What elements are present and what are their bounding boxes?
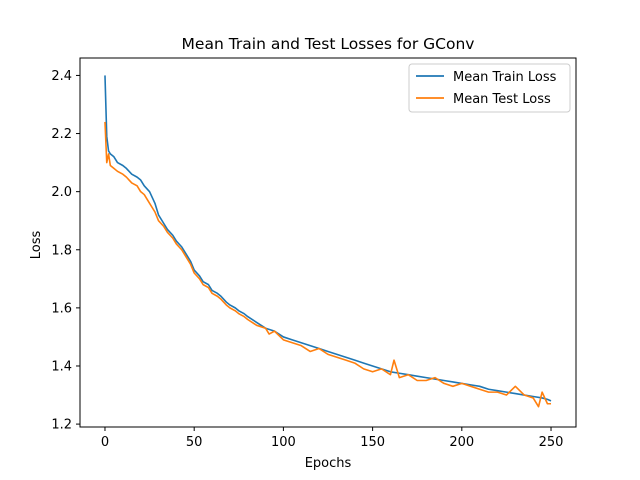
legend-label-train: Mean Train Loss (453, 70, 557, 85)
y-tick-label: 2.4 (51, 69, 72, 84)
y-tick-label: 2.0 (51, 185, 72, 200)
series-layer (104, 75, 552, 408)
x-tick-label: 250 (539, 435, 564, 450)
y-tick-label: 1.4 (51, 359, 72, 374)
x-tick-label: 150 (360, 435, 385, 450)
x-tick-label: 100 (271, 435, 296, 450)
y-tick-label: 1.6 (51, 301, 72, 316)
series-line-test (104, 121, 552, 408)
legend-label-test: Mean Test Loss (453, 92, 551, 107)
legend: Mean Train Loss Mean Test Loss (408, 63, 571, 113)
y-tick-label: 1.8 (51, 243, 72, 258)
y-tick-label: 2.2 (51, 127, 72, 142)
ticks-layer: 0 50 100 150 200 250 1.2 1.4 1.6 1.8 2.0 2.2 2.4 (51, 69, 563, 450)
legend-box (408, 63, 571, 113)
x-tick-label: 50 (186, 435, 203, 450)
plot-frame (79, 57, 577, 428)
series-line-train (104, 75, 552, 402)
x-tick-label: 0 (101, 435, 109, 450)
chart-title: Mean Train and Test Losses for GConv (182, 35, 475, 53)
y-axis-label: Loss (29, 231, 44, 260)
x-tick-label: 200 (449, 435, 474, 450)
x-axis-label: Epochs (305, 456, 352, 471)
y-tick-label: 1.2 (51, 418, 72, 433)
